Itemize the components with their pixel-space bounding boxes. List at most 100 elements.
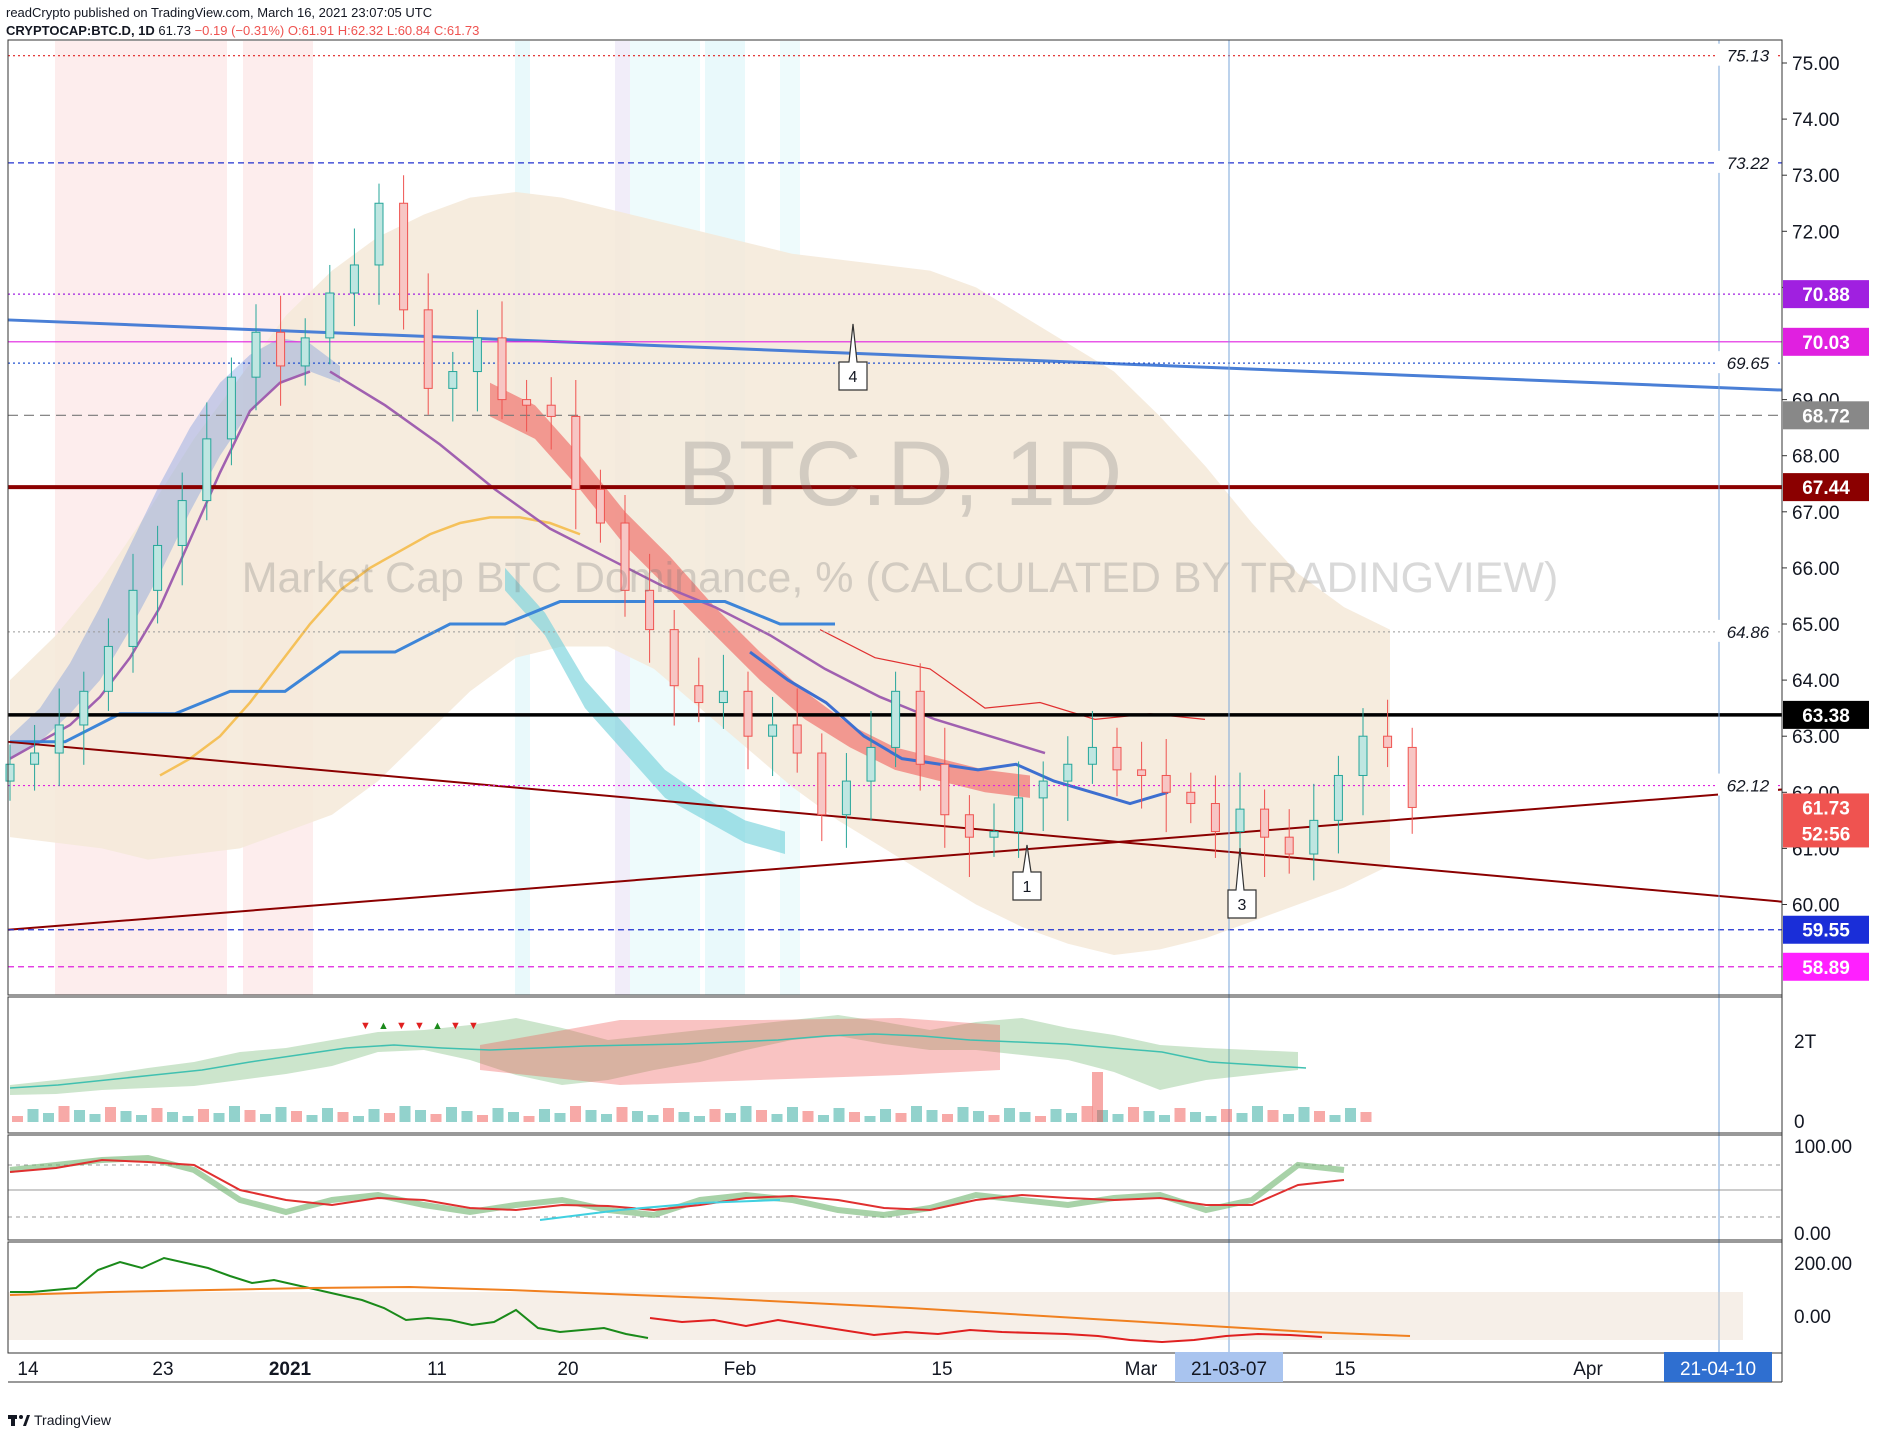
x-tick-label: Apr [1573, 1359, 1603, 1380]
volume-bar [43, 1113, 54, 1122]
price-label: 63.38 [1802, 706, 1850, 727]
price-label: 59.55 [1802, 921, 1850, 942]
candle-body [595, 488, 605, 524]
candle-body [103, 645, 113, 692]
volume-bar [229, 1106, 240, 1122]
annotation-label: 1 [1023, 879, 1032, 896]
stoch-k-area [9, 1154, 1345, 1219]
volume-tick-label: 0 [1794, 1112, 1805, 1133]
descending-trendline-blue [7, 318, 1783, 392]
candle-body [79, 690, 89, 726]
stoch-tick-label: 100.00 [1794, 1137, 1852, 1158]
volume-bar [384, 1113, 395, 1122]
volume-bar [27, 1109, 39, 1122]
volume-bar [12, 1116, 23, 1122]
volume-bar [756, 1110, 767, 1122]
descending-trendline-red [7, 740, 1783, 903]
candle-body [399, 202, 409, 311]
volume-bar [198, 1109, 209, 1122]
volume-bar [942, 1114, 953, 1122]
volume-bar [539, 1109, 550, 1122]
candle-body [915, 690, 925, 765]
price-label-box [1783, 952, 1869, 981]
x-tick-label: Mar [1125, 1359, 1158, 1380]
candle-body [300, 337, 310, 367]
volume-bar [508, 1112, 519, 1122]
candle-body [1161, 774, 1171, 793]
volume-bar [678, 1112, 690, 1122]
volume-bar [1298, 1107, 1310, 1122]
price-change: −0.19 (−0.31%) [194, 23, 285, 38]
candle-body [694, 685, 704, 704]
volume-bar [306, 1115, 318, 1122]
price-label-box [1783, 819, 1869, 848]
publisher-line: readCrypto published on TradingView.com,… [6, 5, 433, 20]
volume-bar [1345, 1108, 1356, 1122]
volume-bar [554, 1113, 566, 1122]
bollinger-cloud [10, 192, 1390, 955]
candle-body [128, 589, 138, 647]
volume-bar [492, 1108, 504, 1122]
x-tick-label: 23 [152, 1359, 173, 1380]
y-tick-label: 67.00 [1792, 503, 1840, 524]
ribbon-blue [10, 337, 340, 759]
volume-bar [880, 1109, 891, 1122]
y-tick-label: 68.00 [1792, 447, 1840, 468]
candle-body [54, 724, 64, 754]
volume-bar [1314, 1111, 1325, 1122]
candle-body [448, 371, 458, 389]
annotation-1: 1 [1012, 844, 1042, 901]
volume-bar [694, 1116, 705, 1122]
volume-bar [151, 1108, 163, 1122]
y-tick-label: 75.00 [1792, 54, 1840, 75]
volume-bar [864, 1116, 876, 1122]
signal-marker: ▼ [468, 1020, 479, 1032]
x-tick-label: 20 [557, 1359, 578, 1380]
x-tick-label: 14 [17, 1359, 39, 1380]
price-label: 64.86 [1727, 623, 1770, 642]
y-tick-label: 64.00 [1792, 671, 1840, 692]
volume-bar [818, 1115, 829, 1122]
y-tick-label: 63.00 [1792, 727, 1840, 748]
price-label-box [1783, 327, 1869, 356]
candle-body [1137, 769, 1147, 776]
annotation-4: 4 [838, 323, 868, 391]
volume-bar [1066, 1113, 1077, 1122]
y-tick-label: 73.00 [1792, 166, 1840, 187]
candle-body [1358, 735, 1368, 776]
price-label: 67.44 [1802, 478, 1850, 499]
candle-body [989, 831, 999, 838]
x-tick-label: 15 [1334, 1359, 1355, 1380]
price-label: 73.22 [1727, 154, 1770, 173]
ohlc-values: O:61.91 H:62.32 L:60.84 C:61.73 [287, 23, 480, 38]
volume-bar [632, 1111, 643, 1122]
volume-tick-label: 2T [1794, 1032, 1817, 1053]
volume-bar [585, 1110, 597, 1122]
signal-marker: ▼ [360, 1020, 371, 1032]
cci-green-line [10, 1256, 649, 1339]
signal-marker: ▼ [414, 1020, 425, 1032]
candle-body [1407, 746, 1417, 808]
candle-body [1087, 746, 1097, 765]
price-label-bg [1718, 351, 1778, 374]
price-label: 70.03 [1802, 333, 1850, 354]
volume-bar [833, 1108, 845, 1122]
candle-body [497, 337, 507, 401]
candle-body [153, 544, 163, 591]
volume-bar [709, 1109, 721, 1122]
volume-bar [353, 1116, 364, 1122]
candle-body [1210, 803, 1220, 833]
candle-body [522, 399, 532, 406]
volume-bar [1081, 1106, 1093, 1122]
volume-bar [337, 1112, 349, 1122]
volume-bar [275, 1107, 287, 1122]
signal-marker: ▼ [450, 1020, 461, 1032]
volume-bar [1174, 1108, 1186, 1122]
volume-bar [787, 1107, 798, 1122]
price-label: 68.72 [1802, 406, 1850, 427]
candle-body [349, 264, 359, 294]
candle-body [1112, 746, 1122, 771]
volume-bar [213, 1113, 225, 1122]
price-label-box [1783, 473, 1869, 502]
